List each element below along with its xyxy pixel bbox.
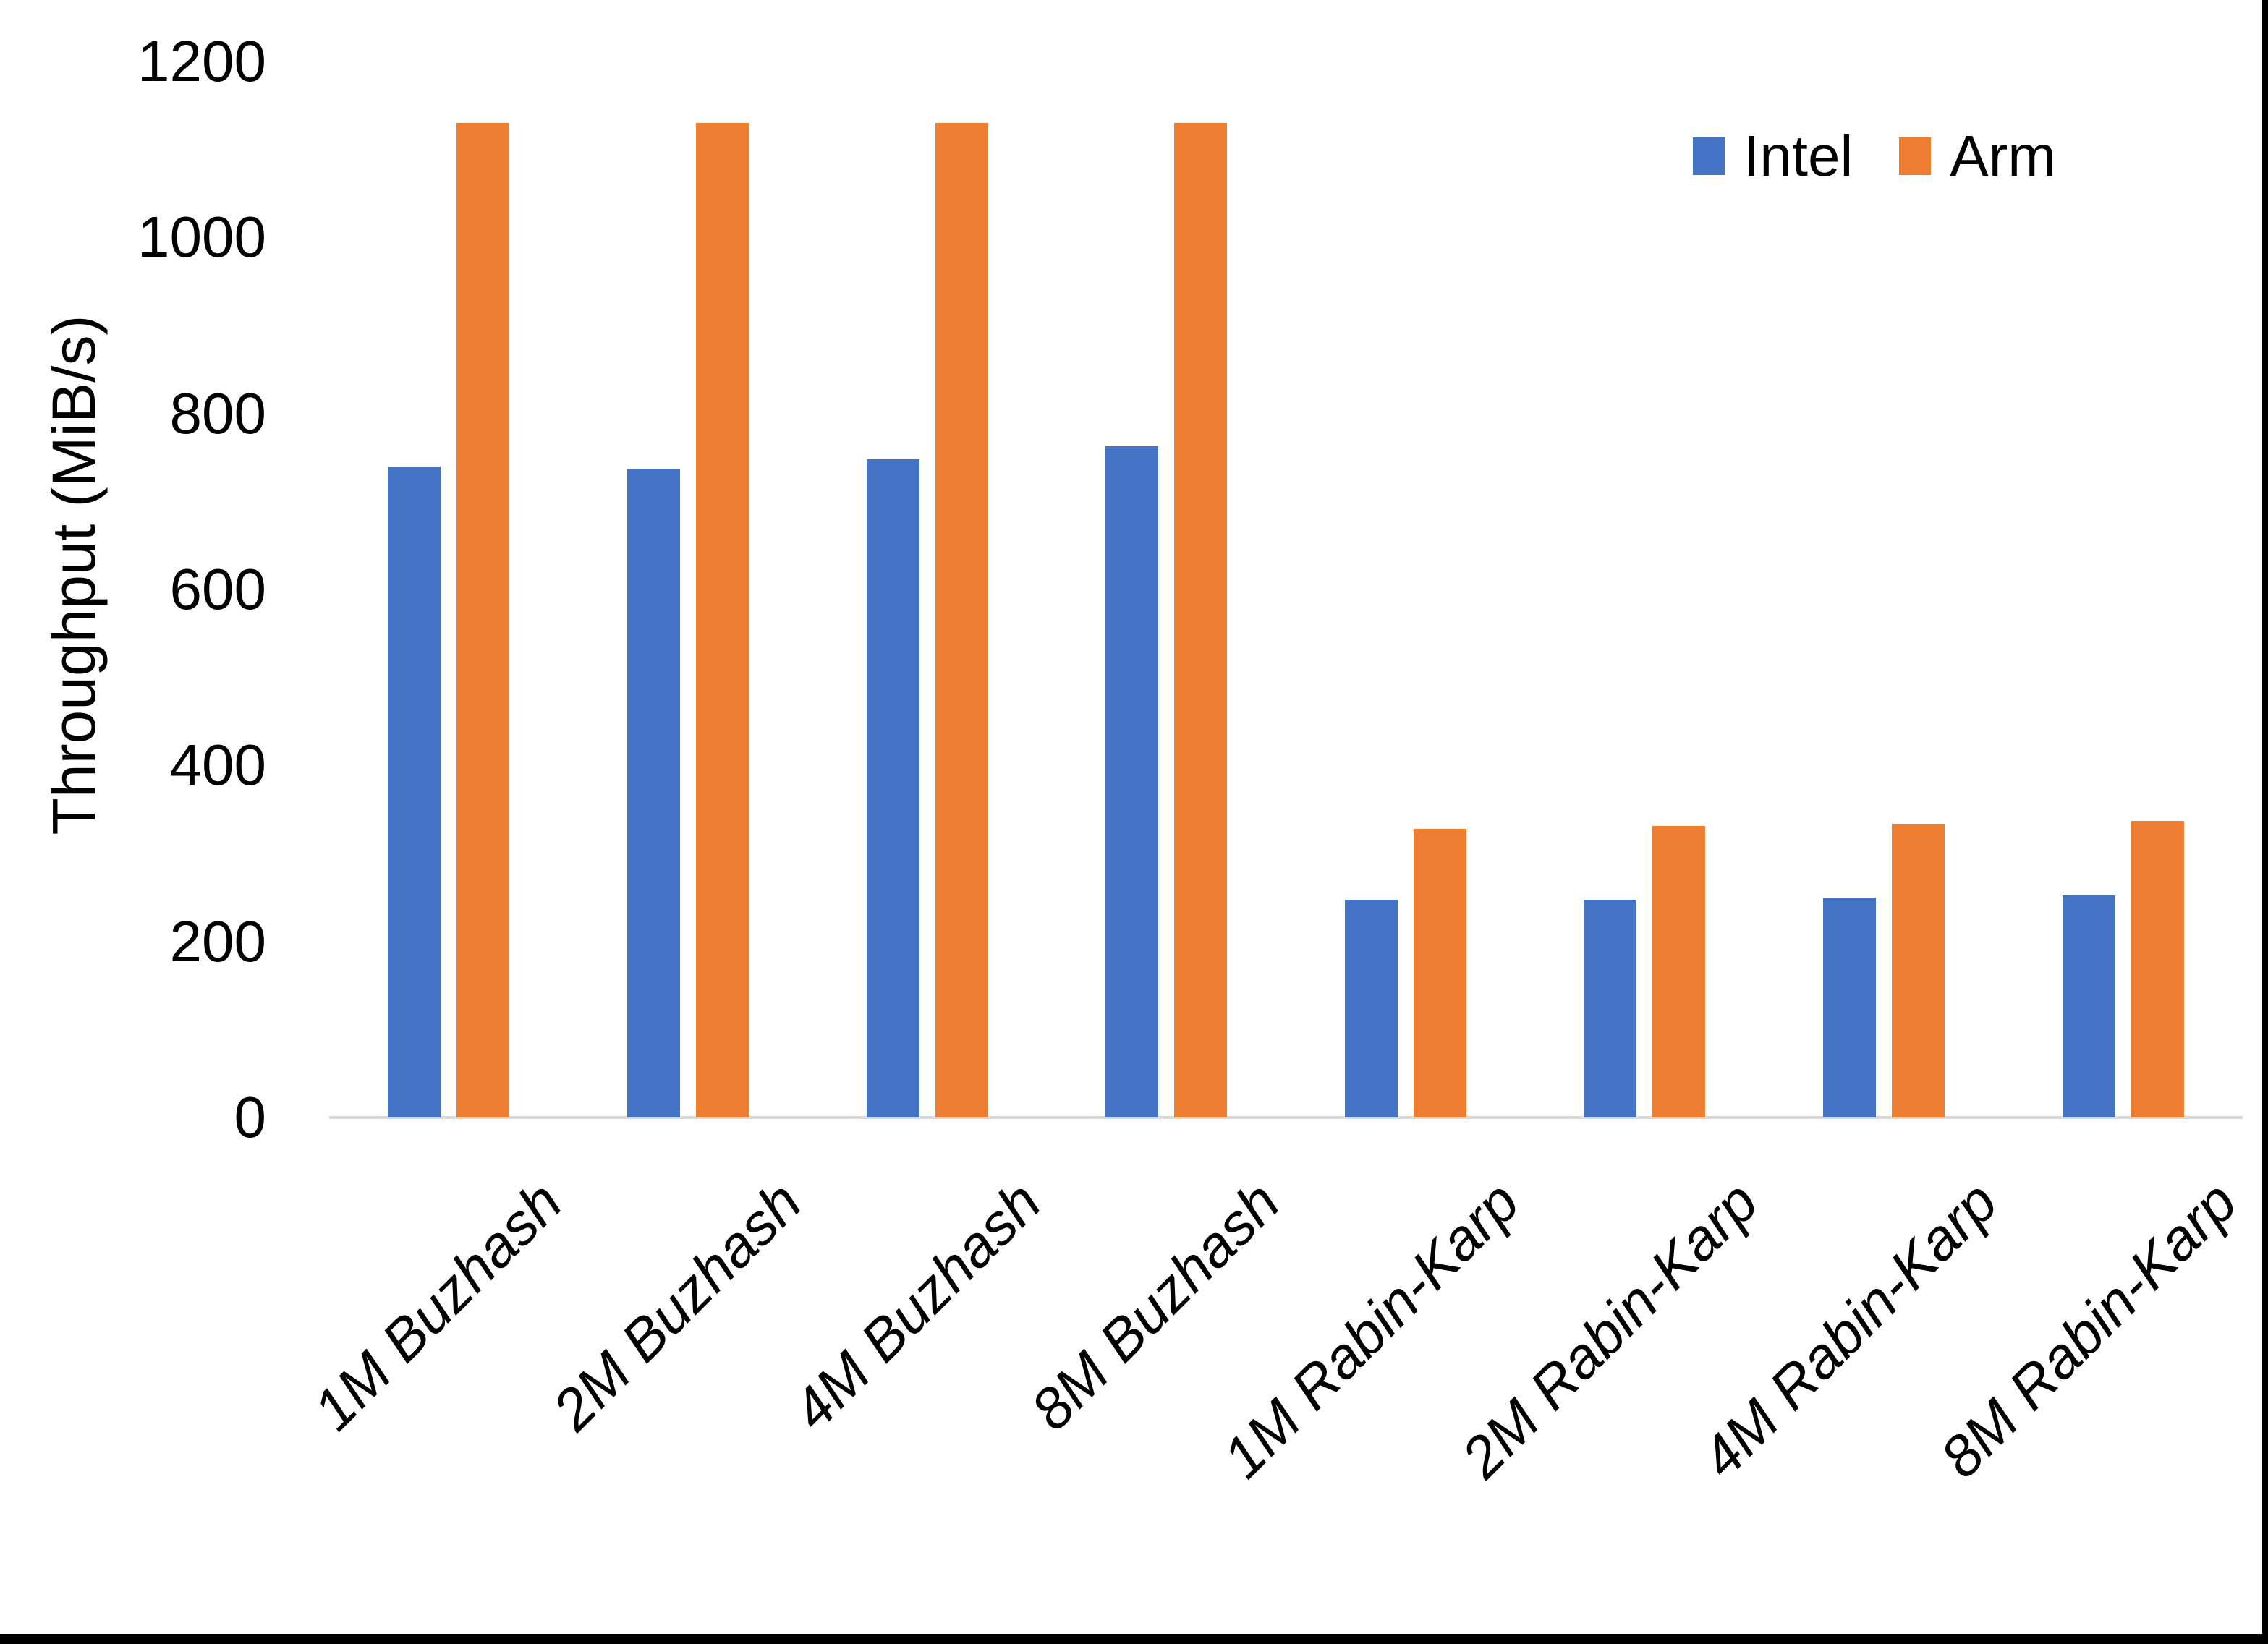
bar-intel-1m-buzhash <box>388 467 441 1117</box>
y-tick-label-1200: 1200 <box>137 29 266 93</box>
bar-arm-2m-rabin-karp <box>1652 826 1705 1117</box>
legend-label-intel: Intel <box>1744 124 1853 188</box>
legend-swatch-arm <box>1899 137 1932 175</box>
bar-arm-2m-buzhash <box>696 123 749 1117</box>
bottom-border-line <box>0 1634 2268 1644</box>
x-tick-label-1m-buzhash: 1M Buzhash <box>301 1169 574 1442</box>
bar-intel-8m-rabin-karp <box>2063 895 2115 1117</box>
bar-intel-1m-rabin-karp <box>1345 900 1398 1117</box>
bar-arm-4m-buzhash <box>935 123 988 1117</box>
bar-arm-1m-rabin-karp <box>1414 829 1466 1117</box>
legend: Intel Arm <box>1693 124 2056 188</box>
legend-label-arm: Arm <box>1950 124 2056 188</box>
bar-intel-2m-rabin-karp <box>1584 900 1636 1117</box>
bar-intel-4m-buzhash <box>867 459 919 1117</box>
y-tick-label-200: 200 <box>169 908 266 974</box>
legend-item-arm: Arm <box>1899 124 2056 188</box>
x-tick-label-4m-buzhash: 4M Buzhash <box>780 1169 1053 1442</box>
bar-arm-1m-buzhash <box>456 123 509 1117</box>
bar-arm-8m-rabin-karp <box>2131 821 2184 1117</box>
bar-arm-8m-buzhash <box>1174 123 1227 1117</box>
x-tick-label-8m-buzhash: 8M Buzhash <box>1019 1169 1292 1442</box>
x-tick-label-2m-buzhash: 2M Buzhash <box>540 1169 814 1442</box>
legend-swatch-intel <box>1693 137 1725 175</box>
bar-intel-8m-buzhash <box>1105 446 1158 1117</box>
right-border-line <box>2262 0 2268 1644</box>
bar-intel-4m-rabin-karp <box>1823 898 1876 1117</box>
bar-arm-4m-rabin-karp <box>1892 824 1945 1117</box>
legend-item-intel: Intel <box>1693 124 1853 188</box>
y-tick-label-400: 400 <box>169 733 266 798</box>
bar-intel-2m-buzhash <box>627 469 680 1117</box>
y-tick-label-1000: 1000 <box>137 205 266 270</box>
y-tick-label-0: 0 <box>234 1085 267 1149</box>
y-tick-label-600: 600 <box>169 557 266 621</box>
y-tick-label-800: 800 <box>169 380 266 446</box>
x-axis-line <box>329 1116 2243 1119</box>
